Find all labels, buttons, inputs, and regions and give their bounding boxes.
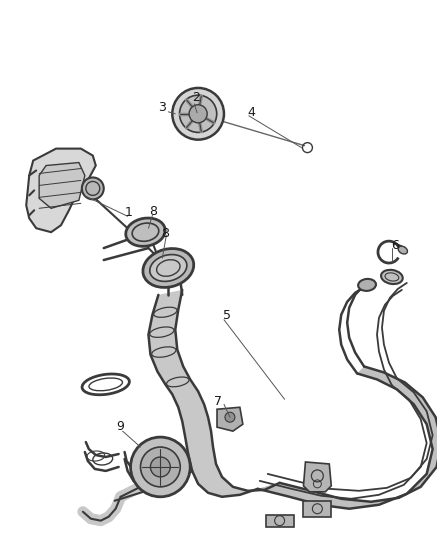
Polygon shape (258, 367, 438, 508)
Text: 2: 2 (192, 91, 200, 104)
Polygon shape (304, 462, 331, 492)
Polygon shape (39, 163, 85, 208)
Text: 3: 3 (159, 101, 166, 115)
Circle shape (180, 95, 217, 132)
Text: 9: 9 (117, 419, 124, 433)
Ellipse shape (398, 246, 407, 254)
Text: 8: 8 (149, 205, 157, 218)
Circle shape (150, 457, 170, 477)
Polygon shape (26, 149, 96, 232)
Ellipse shape (150, 255, 187, 281)
Circle shape (172, 88, 224, 140)
Ellipse shape (143, 248, 194, 287)
Text: 8: 8 (161, 227, 170, 240)
Polygon shape (266, 515, 293, 527)
Ellipse shape (358, 279, 376, 291)
Circle shape (141, 447, 180, 487)
Polygon shape (217, 407, 243, 431)
Text: 1: 1 (125, 206, 133, 219)
Circle shape (131, 437, 190, 497)
Ellipse shape (82, 177, 104, 199)
Text: 5: 5 (223, 309, 231, 322)
Circle shape (189, 105, 207, 123)
Text: 4: 4 (248, 106, 256, 119)
Ellipse shape (126, 218, 165, 246)
Text: 6: 6 (391, 239, 399, 252)
Polygon shape (304, 501, 331, 516)
Ellipse shape (381, 270, 403, 284)
Circle shape (225, 412, 235, 422)
Text: 7: 7 (214, 395, 222, 408)
Polygon shape (148, 290, 279, 497)
